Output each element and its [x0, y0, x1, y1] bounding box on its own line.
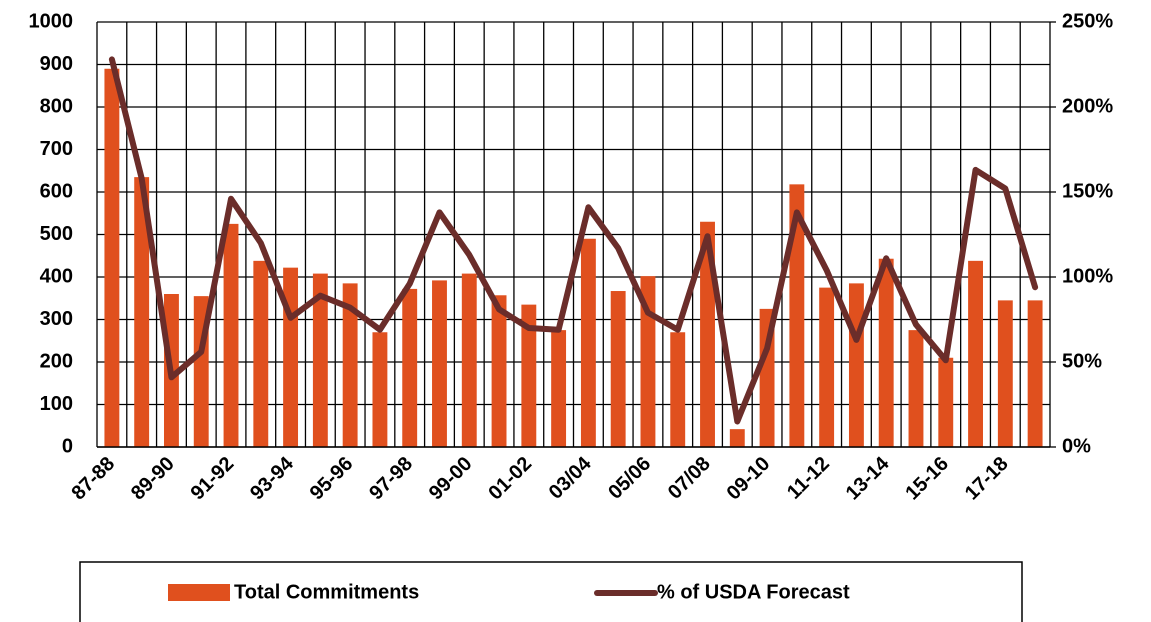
- legend-swatch: [168, 584, 230, 601]
- y2-tick-label: 0%: [1062, 435, 1091, 457]
- y2-tick-label: 200%: [1062, 95, 1113, 117]
- x-tick-label: 87-88: [67, 453, 119, 505]
- y-tick-label: 100: [40, 393, 73, 415]
- bar: [283, 267, 299, 447]
- x-tick-label: 09-10: [723, 453, 775, 505]
- y-tick-label: 700: [40, 138, 73, 160]
- y2-tick-label: 100%: [1062, 265, 1113, 287]
- bar: [580, 238, 596, 447]
- x-tick-label: 99-00: [425, 453, 477, 505]
- bar: [848, 283, 864, 447]
- bar: [640, 276, 656, 447]
- y-tick-label: 900: [40, 53, 73, 75]
- bar: [968, 260, 983, 447]
- x-tick-label: 91-92: [187, 453, 239, 505]
- bar: [223, 223, 239, 447]
- bar: [521, 304, 537, 447]
- x-tick-label: 15-16: [901, 453, 953, 505]
- bar: [908, 330, 924, 447]
- bar: [372, 332, 388, 447]
- bar: [997, 300, 1013, 447]
- bar: [551, 330, 567, 447]
- x-tick-label: 93-94: [246, 452, 298, 504]
- y-tick-label: 400: [40, 265, 73, 287]
- bar: [253, 260, 269, 447]
- y-tick-label: 600: [40, 180, 73, 202]
- y-tick-label: 200: [40, 350, 73, 372]
- legend-label: Total Commitments: [234, 581, 419, 603]
- bar: [938, 357, 954, 447]
- y-tick-label: 800: [40, 95, 73, 117]
- bar: [342, 283, 358, 447]
- x-tick-label: 03/04: [545, 452, 597, 504]
- bar: [670, 332, 686, 447]
- bar: [104, 68, 120, 447]
- y2-tick-label: 150%: [1062, 180, 1113, 202]
- bar: [610, 291, 626, 447]
- x-tick-label: 89-90: [127, 453, 179, 505]
- bar: [819, 287, 835, 447]
- bar: [491, 295, 507, 447]
- x-tick-label: 01-02: [484, 453, 536, 505]
- y2-tick-label: 50%: [1062, 350, 1102, 372]
- legend-box: [79, 561, 1023, 622]
- x-tick-label: 17-18: [961, 453, 1013, 505]
- bar: [312, 273, 328, 447]
- x-tick-label: 95-96: [306, 453, 358, 505]
- legend-label: % of USDA Forecast: [657, 581, 850, 603]
- y-tick-label: 300: [40, 308, 73, 330]
- bar: [789, 184, 805, 447]
- x-tick-label: 13-14: [842, 452, 894, 504]
- bar: [729, 429, 745, 447]
- y-tick-label: 0: [62, 435, 73, 457]
- x-tick-label: 97-98: [365, 453, 417, 505]
- line: [108, 56, 1039, 425]
- x-tick-label: 07/08: [664, 453, 715, 504]
- y-tick-label: 500: [40, 223, 73, 245]
- x-tick-label: 05/06: [604, 453, 655, 504]
- bar: [402, 288, 418, 447]
- y2-tick-label: 250%: [1062, 10, 1113, 32]
- x-tick-label: 11-12: [783, 453, 834, 504]
- bar: [461, 273, 477, 447]
- y-tick-label: 1000: [29, 10, 74, 32]
- bar: [432, 280, 447, 447]
- bar: [134, 177, 150, 447]
- bar: [878, 258, 894, 447]
- bar: [1027, 300, 1043, 447]
